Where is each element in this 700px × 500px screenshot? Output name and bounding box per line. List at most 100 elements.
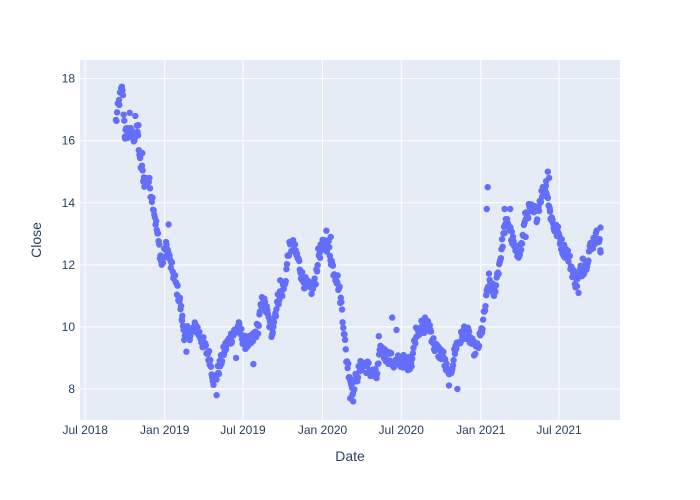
scatter-point xyxy=(312,281,319,288)
scatter-point xyxy=(558,236,565,243)
scatter-point xyxy=(427,328,435,335)
scatter-point xyxy=(176,294,184,301)
scatter-point xyxy=(327,233,334,241)
y-axis-ticks: 8 10 12 14 16 18 xyxy=(62,72,76,396)
scatter-point xyxy=(388,350,395,357)
scatter-point xyxy=(334,272,341,279)
scatter-point xyxy=(116,101,123,109)
scatter-point xyxy=(113,117,120,125)
scatter-point xyxy=(465,328,473,335)
scatter-point xyxy=(374,370,381,377)
scatter-point xyxy=(165,221,172,228)
scatter-point xyxy=(228,338,235,345)
scatter-point xyxy=(163,241,170,248)
scatter-point xyxy=(146,185,154,192)
scatter-point xyxy=(272,312,280,320)
scatter-point xyxy=(316,254,324,262)
scatter-point xyxy=(350,398,357,405)
scatter-point xyxy=(215,370,223,378)
scatter-point xyxy=(270,318,278,326)
scatter-point xyxy=(326,244,333,251)
scatter-point xyxy=(393,326,400,334)
scatter-point xyxy=(345,360,352,367)
scatter-point xyxy=(484,184,491,191)
scatter-point xyxy=(159,259,167,266)
scatter-point xyxy=(475,342,483,349)
scatter-point xyxy=(135,122,142,129)
scatter-point xyxy=(596,235,603,243)
scatter-point xyxy=(138,162,146,169)
scatter-point xyxy=(132,112,139,120)
y-tick-label: 14 xyxy=(62,196,76,210)
scatter-point xyxy=(308,290,315,298)
x-tick-label: Jul 2018 xyxy=(63,423,109,437)
scatter-point xyxy=(120,111,127,118)
scatter-point xyxy=(156,241,163,248)
scatter-point xyxy=(508,228,515,235)
scatter-point xyxy=(146,174,153,182)
scatter-point xyxy=(311,275,318,282)
scatter-point xyxy=(507,205,514,213)
scatter-point xyxy=(341,336,349,343)
scatter-point xyxy=(174,282,181,289)
scatter-point xyxy=(154,230,162,237)
scatter-point xyxy=(273,305,280,313)
scatter-point xyxy=(121,117,128,124)
scatter-point xyxy=(339,319,346,326)
scatter-point xyxy=(338,306,346,313)
scatter-point xyxy=(313,268,321,275)
y-tick-label: 10 xyxy=(62,320,76,334)
scatter-point xyxy=(479,316,487,323)
scatter-point xyxy=(499,243,506,250)
scatter-point xyxy=(482,303,489,310)
y-tick-label: 18 xyxy=(62,72,76,86)
scatter-point xyxy=(492,288,499,295)
scatter-point xyxy=(238,325,245,333)
scatter-point xyxy=(375,333,382,340)
scatter-point xyxy=(314,261,321,269)
scatter-point xyxy=(479,325,486,333)
scatter-point xyxy=(341,331,348,338)
scatter-point xyxy=(207,356,214,364)
x-axis-ticks: Jul 2018 Jan 2019 Jul 2019 Jan 2020 Jul 2020… xyxy=(63,423,583,437)
scatter-point xyxy=(565,258,572,265)
scatter-point xyxy=(113,109,121,116)
scatter-point xyxy=(531,202,538,210)
x-tick-label: Jul 2020 xyxy=(379,423,425,437)
scatter-point xyxy=(196,328,203,335)
scatter-point xyxy=(323,227,330,234)
scatter-point xyxy=(408,363,415,370)
scatter-point xyxy=(153,217,160,225)
x-tick-label: Jan 2019 xyxy=(140,423,190,437)
scatter-point xyxy=(340,324,347,331)
scatter-point xyxy=(139,167,146,174)
y-axis-title: Close xyxy=(28,222,44,258)
x-tick-label: Jan 2021 xyxy=(456,423,506,437)
y-tick-label: 16 xyxy=(62,134,76,148)
scatter-point xyxy=(134,132,142,139)
scatter-point xyxy=(485,270,493,277)
scatter-point xyxy=(205,347,213,355)
scatter-point xyxy=(255,322,262,329)
scatter-point xyxy=(283,261,291,268)
scatter-point xyxy=(375,360,382,367)
scatter-point xyxy=(412,340,419,347)
y-tick-label: 12 xyxy=(62,258,76,272)
scatter-point xyxy=(213,392,220,399)
scatter-point xyxy=(329,262,337,269)
scatter-point xyxy=(213,376,220,383)
scatter-point xyxy=(338,298,345,306)
scatter-point xyxy=(522,233,529,241)
scatter-point xyxy=(497,255,505,262)
scatter-point xyxy=(291,241,299,248)
scatter-point xyxy=(440,348,447,355)
scatter-point xyxy=(210,381,217,388)
scatter-point xyxy=(365,359,372,367)
scatter-point xyxy=(336,283,343,290)
scatter-point xyxy=(501,205,508,213)
scatter-point xyxy=(454,385,461,393)
scatter-point xyxy=(409,355,416,362)
scatter-point xyxy=(149,194,156,201)
scatter-point xyxy=(498,236,506,243)
scatter-point xyxy=(207,363,215,370)
